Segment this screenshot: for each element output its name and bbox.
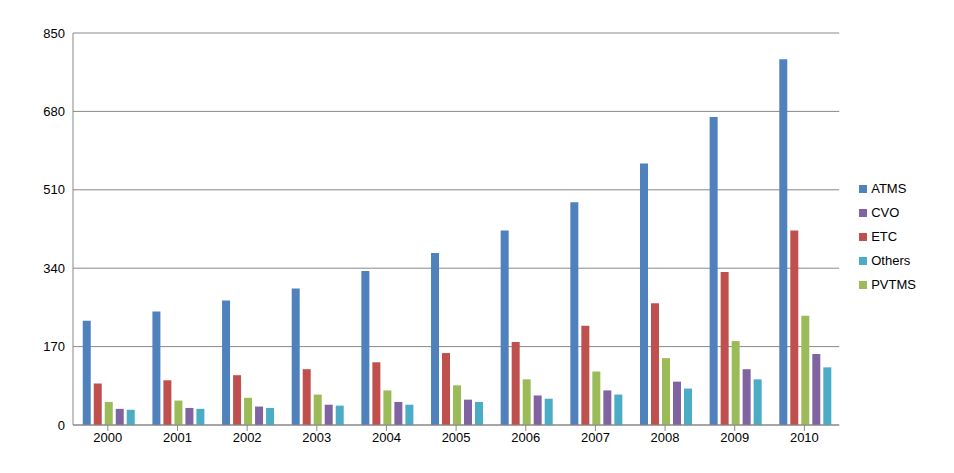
svg-text:2004: 2004 — [372, 430, 401, 445]
html-text:PVTMS: PVTMS — [871, 276, 916, 292]
svg-text:2005: 2005 — [442, 430, 471, 445]
svg-text:2003: 2003 — [302, 430, 331, 445]
html-text:ETC: ETC — [871, 228, 898, 244]
html-text:CVO: CVO — [871, 204, 900, 220]
svg-text:680: 680 — [43, 104, 65, 119]
svg-text:2008: 2008 — [651, 430, 680, 445]
svg-text:0: 0 — [58, 418, 65, 433]
svg-text:340: 340 — [43, 261, 65, 276]
svg-text:2009: 2009 — [720, 430, 749, 445]
svg-text:2001: 2001 — [163, 430, 192, 445]
html-text:ATMS: ATMS — [871, 180, 907, 196]
svg-text:850: 850 — [43, 26, 65, 41]
svg-text:2007: 2007 — [581, 430, 610, 445]
svg-text:2010: 2010 — [790, 430, 819, 445]
html-text:Others: Others — [871, 252, 911, 268]
svg-text:170: 170 — [43, 339, 65, 354]
svg-text:2006: 2006 — [511, 430, 540, 445]
svg-text:2000: 2000 — [93, 430, 122, 445]
svg-text:510: 510 — [43, 182, 65, 197]
svg-text:2002: 2002 — [233, 430, 262, 445]
